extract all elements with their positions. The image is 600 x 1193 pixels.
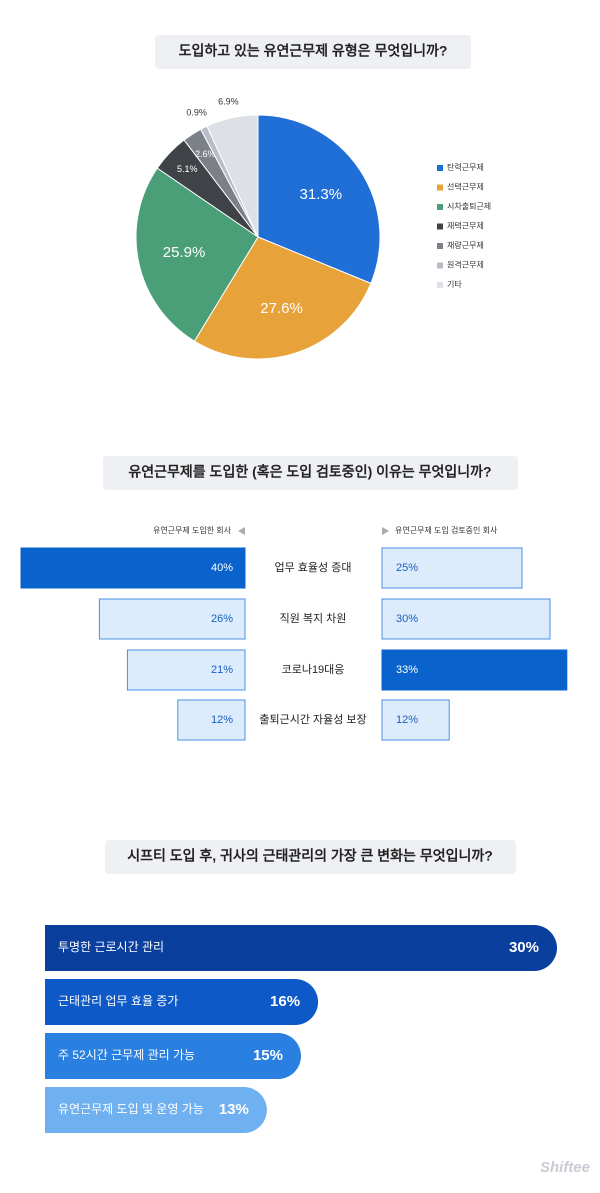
bar-value-label: 15% [253, 1047, 283, 1064]
bar-value-label: 12% [211, 714, 233, 726]
legend-label: 탄력근무제 [447, 162, 484, 172]
bar-value-label: 25% [396, 562, 418, 574]
title-box [155, 35, 471, 69]
bar-value-label: 13% [219, 1101, 249, 1118]
legend-swatch [437, 204, 443, 210]
chart-title: 시프티 도입 후, 귀사의 근태관리의 가장 큰 변화는 무엇입니까? [127, 848, 493, 864]
bar [126, 649, 246, 691]
slice-label: 27.6% [260, 300, 303, 317]
legend-label: 유연근무제 도입한 회사 [153, 526, 232, 535]
legend-label: 재택근무제 [447, 221, 484, 231]
bar-value-label: 33% [396, 664, 418, 676]
title-box [105, 840, 516, 874]
slice-label: 25.9% [163, 244, 206, 261]
chart-title: 유연근무제를 도입한 (혹은 도입 검토중인) 이유는 무엇입니까? [128, 464, 491, 480]
legend-arrow [382, 527, 389, 535]
category-label: 근태관리 업무 효율 증가 [58, 994, 178, 1008]
pie-slice [206, 114, 259, 238]
pie-slice [193, 236, 372, 360]
bar [45, 925, 557, 971]
legend-label: 원격근무제 [447, 260, 484, 270]
slice-label: 0.9% [186, 108, 207, 118]
slice-label: 6.9% [218, 97, 239, 107]
slice-label: 5.1% [177, 164, 198, 174]
slice-label: 2.6% [195, 149, 216, 159]
slice-label: 31.3% [300, 186, 343, 203]
legend-label: 시차출퇴근제 [447, 201, 491, 211]
pie-slice [135, 167, 259, 342]
bar-value-label: 30% [509, 939, 539, 956]
bar [381, 699, 450, 741]
bar [98, 598, 246, 640]
legend-swatch [437, 223, 443, 230]
category-label: 유연근무제 도입 및 운영 가능 [58, 1102, 204, 1116]
category-label: 업무 효율성 증대 [275, 561, 352, 574]
bar [45, 1087, 267, 1133]
legend-label: 선택근무제 [447, 182, 484, 192]
category-label: 출퇴근시간 자율성 보장 [259, 713, 366, 726]
category-label: 주 52시간 근무제 관리 가능 [58, 1048, 195, 1062]
legend-label: 기타 [447, 280, 462, 289]
bar-value-label: 12% [396, 714, 418, 726]
bar-value-label: 30% [396, 613, 418, 625]
title-box [103, 456, 518, 490]
bar [381, 598, 551, 640]
bar [177, 699, 246, 741]
category-label: 코로나19대응 [282, 663, 345, 676]
pie-slice [257, 114, 381, 285]
category-label: 투명한 근로시간 관리 [58, 940, 164, 954]
bar-value-label: 40% [211, 562, 233, 574]
legend-swatch [437, 243, 443, 249]
bar-value-label: 16% [270, 993, 300, 1010]
bar [45, 1033, 301, 1079]
legend-label: 재량근무제 [447, 240, 484, 250]
category-label: 직원 복지 차원 [280, 612, 347, 625]
chart-title: 도입하고 있는 유연근무제 유형은 무엇입니까? [179, 43, 448, 59]
bar [20, 547, 246, 589]
legend-swatch [437, 282, 443, 288]
legend-arrow [238, 527, 245, 535]
bar-value-label: 21% [211, 664, 233, 676]
legend-swatch [437, 165, 443, 171]
bar-value-label: 26% [211, 613, 233, 625]
bar [381, 547, 523, 589]
legend-label: 유연근무제 도입 검토중인 회사 [395, 525, 498, 535]
brand-logo: Shiftee [540, 1159, 590, 1176]
bar [381, 649, 568, 691]
legend-swatch [437, 262, 443, 269]
legend-swatch [437, 184, 443, 191]
bar [45, 979, 319, 1025]
